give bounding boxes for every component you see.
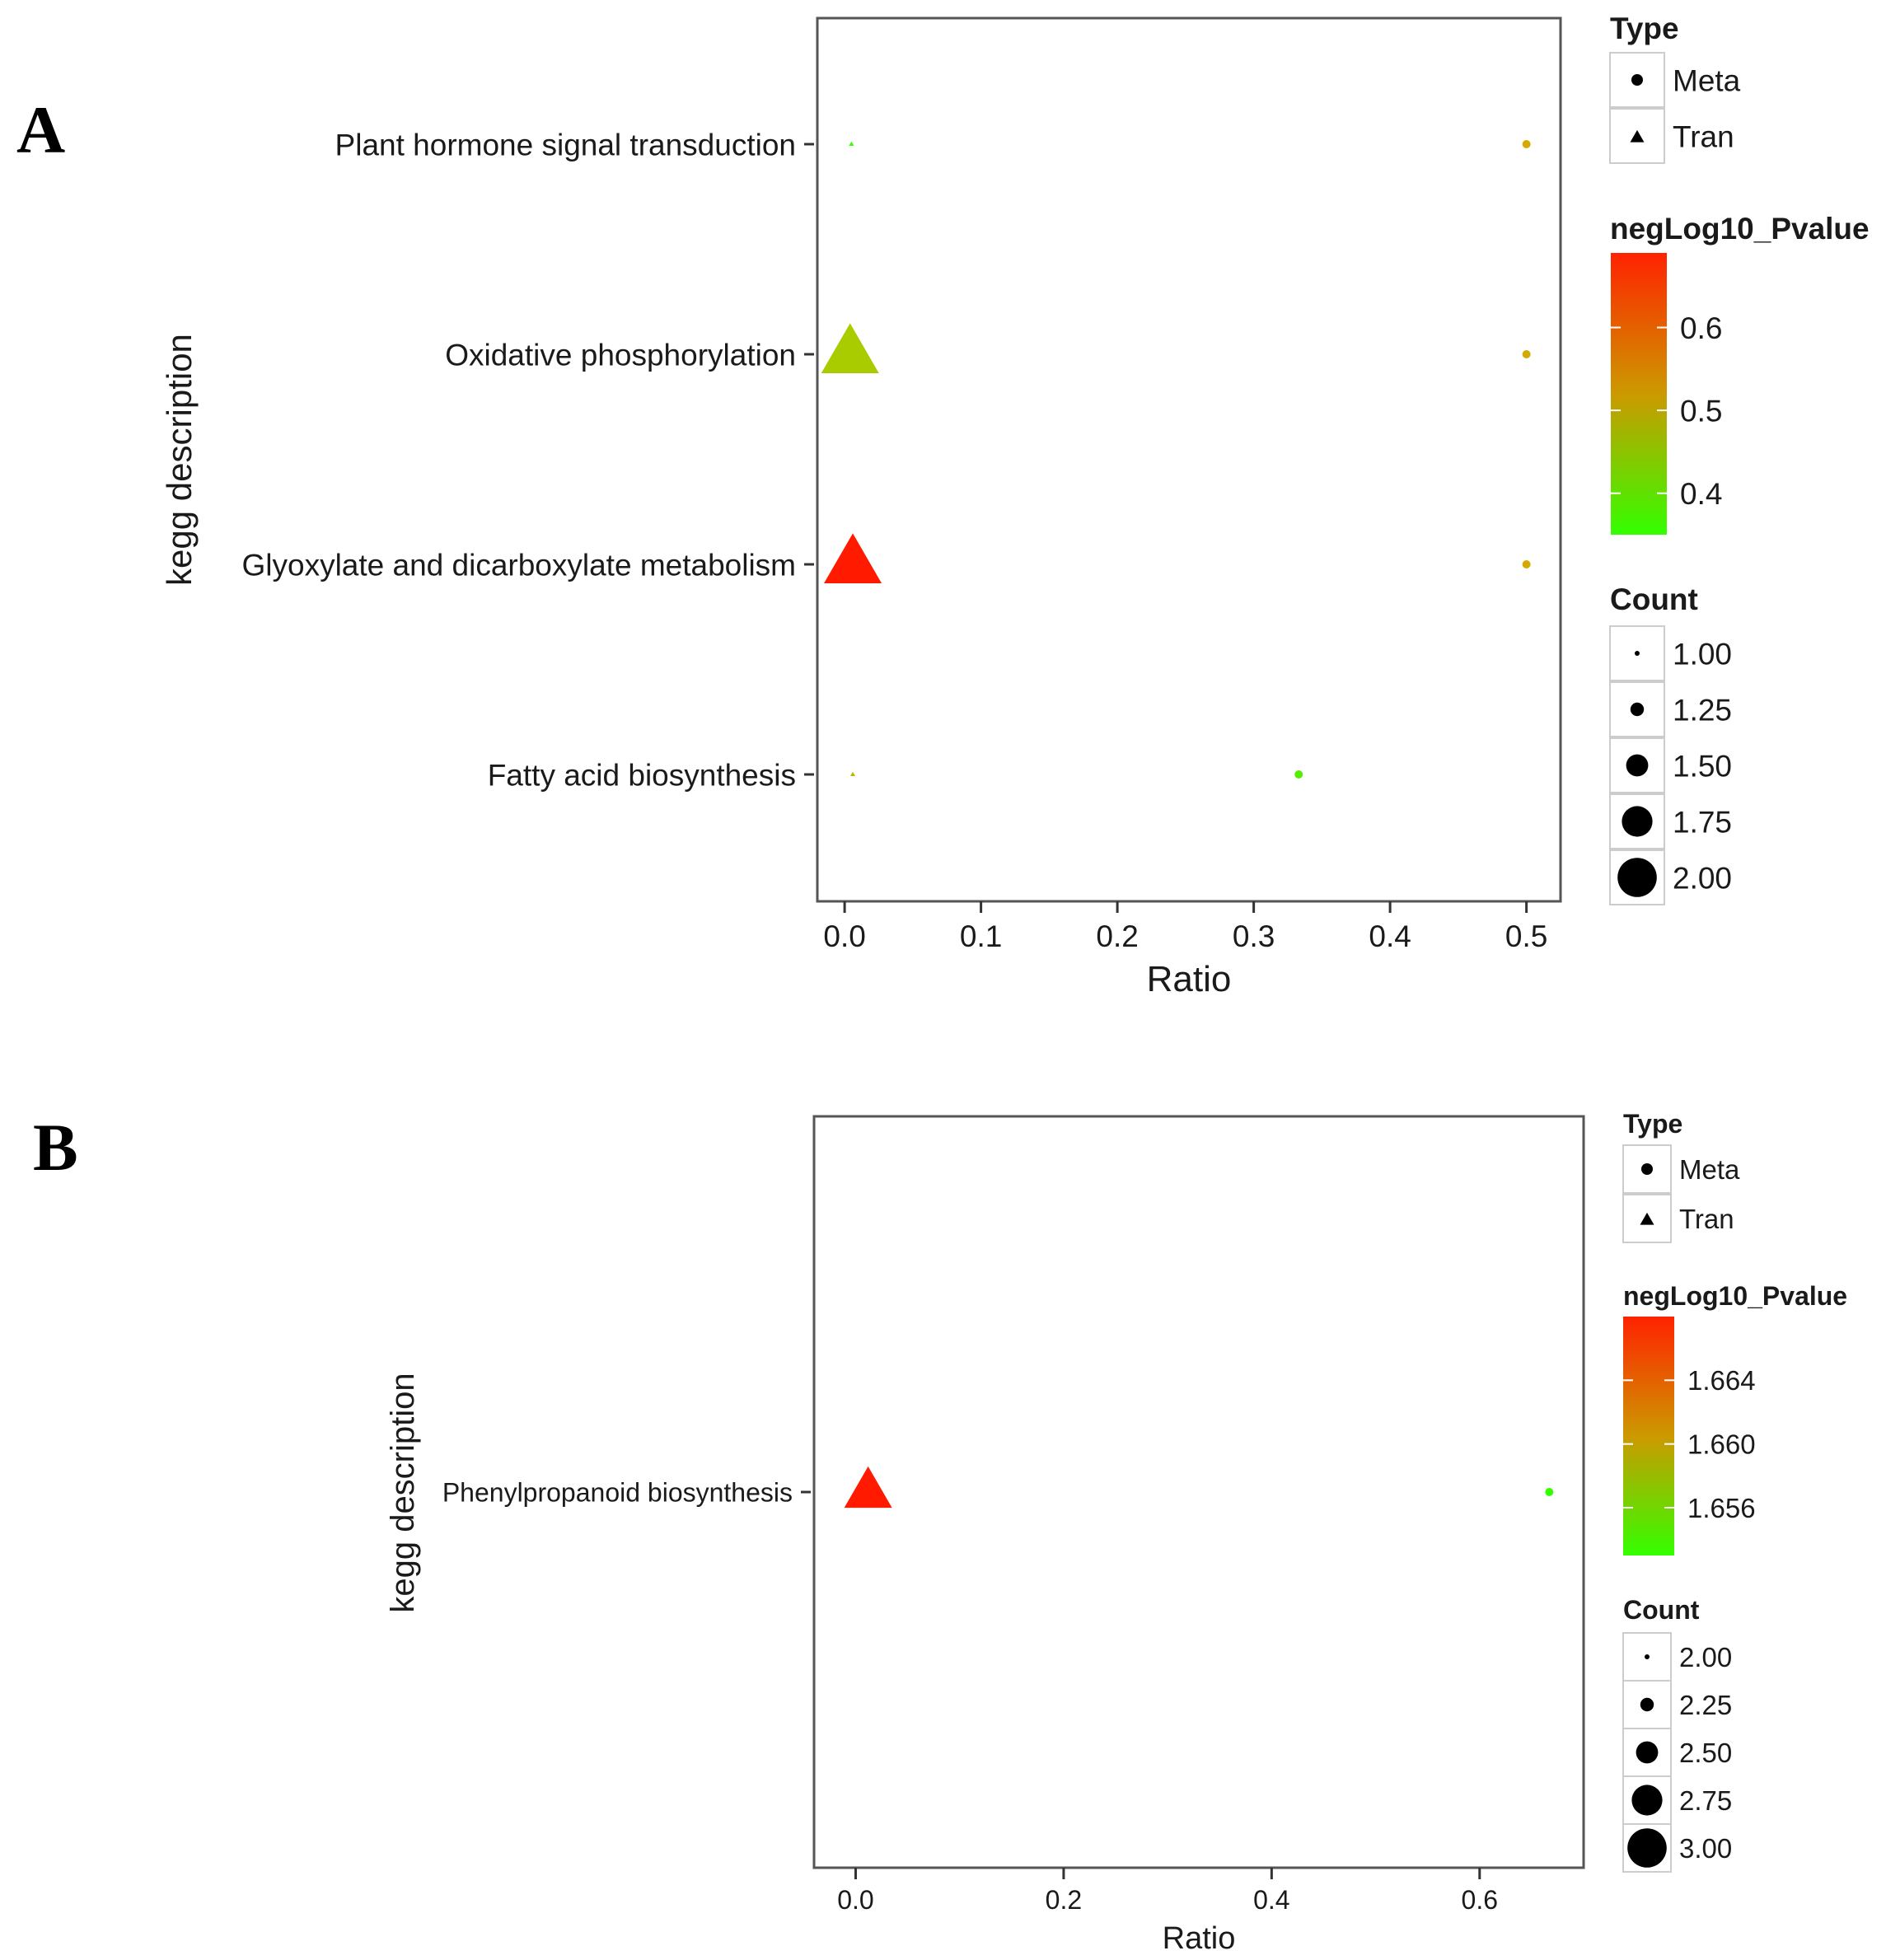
x-tick-label: 0.6 bbox=[1462, 1885, 1498, 1915]
legend-count-dot bbox=[1627, 1828, 1667, 1868]
legend-type-title: Type bbox=[1610, 12, 1679, 45]
legend-type-label: Tran bbox=[1679, 1204, 1734, 1234]
x-tick-label: 0.2 bbox=[1046, 1885, 1082, 1915]
x-axis-title: Ratio bbox=[1163, 1921, 1236, 1956]
legend-type-label: Tran bbox=[1673, 119, 1734, 153]
y-axis-title: kegg description bbox=[385, 1373, 421, 1612]
legend-count-dot bbox=[1636, 1741, 1659, 1764]
legend-key-box bbox=[1609, 793, 1665, 849]
data-point-triangle bbox=[824, 533, 882, 584]
x-tick-label: 0.4 bbox=[1253, 1885, 1289, 1915]
legend-count-label: 3.00 bbox=[1679, 1833, 1732, 1864]
x-tick-label: 0.0 bbox=[837, 1885, 873, 1915]
data-point-circle bbox=[1522, 350, 1531, 358]
legend-count-title: Count bbox=[1623, 1595, 1700, 1625]
chart-layer: A Plant hormone signal transduction Oxidat… bbox=[16, 12, 1870, 1956]
legend-color-label: 0.6 bbox=[1680, 311, 1722, 345]
legend-color-title: negLog10_Pvalue bbox=[1610, 212, 1870, 246]
legend-key-triangle bbox=[1640, 1212, 1654, 1225]
data-point-circle bbox=[1294, 770, 1303, 779]
legend-count-title: Count bbox=[1610, 582, 1698, 616]
legend-count-dot bbox=[1626, 754, 1649, 777]
legend-count-label: 1.25 bbox=[1673, 693, 1732, 727]
legend-count-label: 1.75 bbox=[1673, 805, 1732, 839]
data-point-circle bbox=[1545, 1488, 1554, 1496]
legend-count-label: 2.00 bbox=[1679, 1642, 1732, 1672]
legend-count-label: 2.50 bbox=[1679, 1738, 1732, 1768]
legend-count-dot bbox=[1645, 1654, 1650, 1659]
legend-color-label: 1.656 bbox=[1687, 1493, 1756, 1523]
x-axis-title: Ratio bbox=[1147, 959, 1232, 999]
data-point-triangle bbox=[844, 1466, 892, 1509]
legend-color-title: negLog10_Pvalue bbox=[1623, 1281, 1847, 1311]
y-tick-label: Plant hormone signal transduction bbox=[335, 128, 796, 161]
legend-color-label: 0.5 bbox=[1680, 394, 1722, 428]
y-tick-label: Fatty acid biosynthesis bbox=[488, 758, 796, 792]
legend-count-dot bbox=[1617, 858, 1657, 897]
legend-count-label: 2.75 bbox=[1679, 1785, 1732, 1816]
legend-count-dot bbox=[1631, 1785, 1663, 1816]
legend-count-label: 2.25 bbox=[1679, 1690, 1732, 1720]
panel-label-A: A bbox=[16, 92, 65, 167]
legend-key-circle bbox=[1631, 74, 1643, 86]
data-point-circle bbox=[1522, 560, 1531, 568]
legend-count-label: 2.00 bbox=[1673, 861, 1732, 895]
legend-color-label: 1.664 bbox=[1687, 1365, 1756, 1396]
legend-key-circle bbox=[1641, 1163, 1653, 1175]
legend-count-label: 1.00 bbox=[1673, 637, 1732, 671]
legend-type-label: Meta bbox=[1673, 63, 1741, 97]
panel-label-B: B bbox=[33, 1110, 78, 1185]
legend-count-dot bbox=[1622, 806, 1653, 837]
x-tick-label: 0.5 bbox=[1505, 919, 1547, 953]
plot-frame-A bbox=[816, 16, 1562, 903]
x-tick-label: 0.2 bbox=[1096, 919, 1138, 953]
x-tick-label: 0.0 bbox=[823, 919, 865, 953]
x-tick-label: 0.3 bbox=[1233, 919, 1275, 953]
y-tick-label: Glyoxylate and dicarboxylate metabolism bbox=[242, 548, 797, 582]
x-tick-label: 0.4 bbox=[1369, 919, 1411, 953]
legend-count-label: 1.50 bbox=[1673, 749, 1732, 783]
legend-count-dot bbox=[1635, 651, 1640, 656]
data-point-triangle bbox=[850, 771, 856, 776]
legend-color-label: 1.660 bbox=[1687, 1429, 1756, 1460]
legend-count-dot bbox=[1640, 1697, 1654, 1712]
legend-type-title: Type bbox=[1623, 1109, 1682, 1139]
data-point-triangle bbox=[821, 323, 879, 374]
legend-key-triangle bbox=[1630, 129, 1645, 143]
legend-colorbar bbox=[1611, 253, 1667, 535]
y-axis-title: kegg description bbox=[160, 334, 199, 586]
x-tick-label: 0.1 bbox=[960, 919, 1002, 953]
legend-color-label: 0.4 bbox=[1680, 477, 1722, 511]
y-tick-label: Oxidative phosphorylation bbox=[445, 338, 796, 372]
legend-colorbar bbox=[1623, 1317, 1674, 1555]
plot-frame-B bbox=[812, 1115, 1585, 1869]
legend-count-dot bbox=[1630, 702, 1645, 717]
legend-type-label: Meta bbox=[1679, 1154, 1740, 1185]
data-point-circle bbox=[1522, 140, 1531, 148]
data-point-triangle bbox=[849, 141, 854, 146]
y-tick-label: Phenylpropanoid biosynthesis bbox=[442, 1478, 793, 1508]
